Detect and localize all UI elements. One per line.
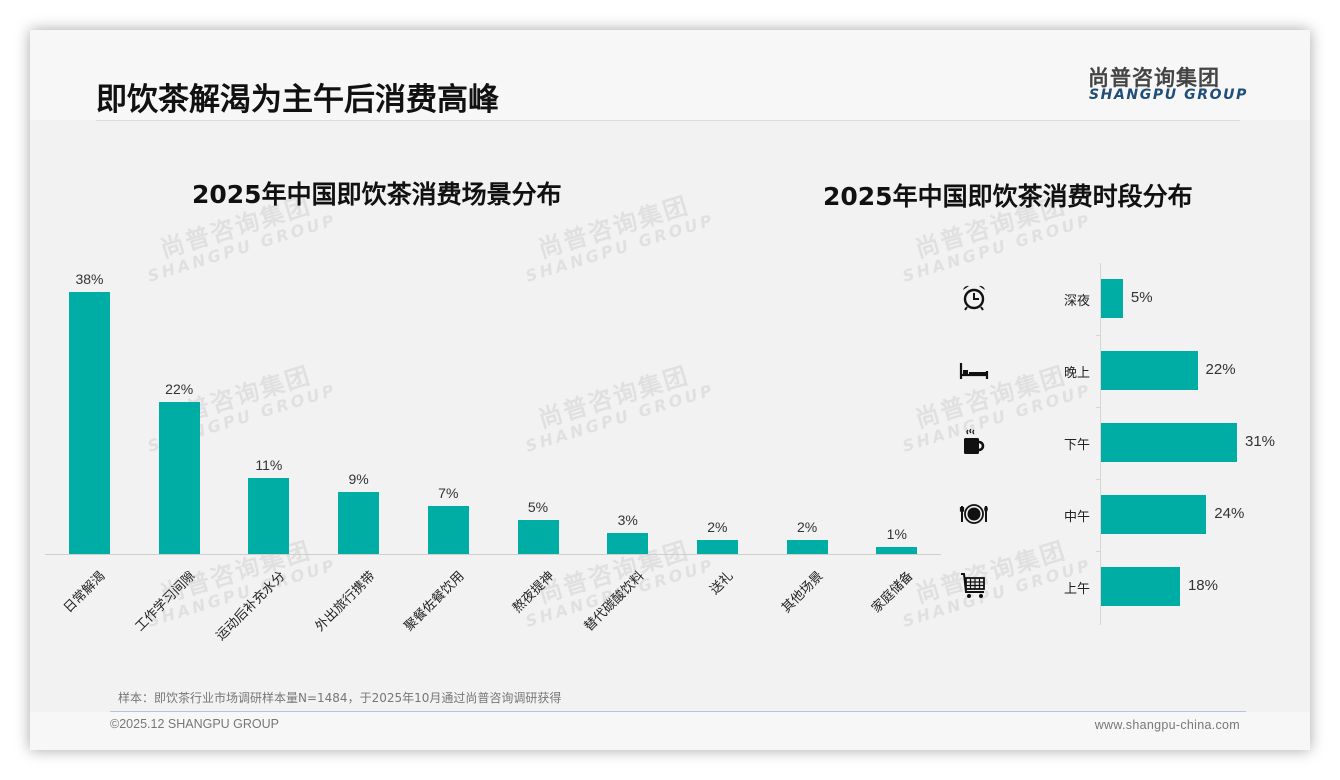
- bar: [1101, 567, 1180, 606]
- copyright: ©2025.12 SHANGPU GROUP: [110, 717, 279, 731]
- alarm-clock-icon: [958, 282, 990, 314]
- bar: [786, 540, 828, 554]
- bar-value-label: 1%: [886, 526, 907, 543]
- bar: [427, 505, 469, 554]
- footer-divider: [110, 711, 1246, 712]
- page-title: 即饮茶解渴为主午后消费高峰: [96, 82, 499, 118]
- bar: [338, 491, 380, 554]
- x-category-label: 熬夜提神: [510, 568, 558, 617]
- bed-icon: [958, 354, 990, 386]
- x-category-label: 送礼: [707, 568, 737, 598]
- x-category-label: 运动后补充水分: [213, 568, 289, 644]
- slide: 尚普咨询集团 SHANGPU GROUP 尚普咨询集团 SHANGPU GROUP 尚普…: [30, 30, 1310, 750]
- header-divider: [96, 120, 1240, 121]
- bar-value-label: 5%: [1130, 289, 1153, 306]
- x-category-label: 日常解渴: [61, 568, 109, 617]
- x-axis-baseline: [45, 554, 941, 555]
- bar: [607, 533, 649, 554]
- scenario-bar-chart: 38% 22% 11% 9% 7% 5% 3% 2% 2% 1%: [45, 170, 941, 555]
- x-category-label: 替代碳酸饮料: [581, 568, 648, 635]
- y-axis-tick: [1096, 407, 1101, 408]
- x-category-label: 家庭储备: [868, 568, 917, 617]
- bar-value-label: 22%: [165, 381, 194, 398]
- x-category-label: 其他场景: [779, 568, 827, 617]
- bar: [1101, 423, 1237, 462]
- bar-value-label: 24%: [1214, 505, 1245, 522]
- bar-value-label: 11%: [255, 457, 283, 474]
- header-band: [30, 30, 1310, 120]
- bar: [517, 519, 559, 554]
- bar-value-label: 7%: [438, 484, 459, 501]
- right-chart-title: 2025年中国即饮茶消费时段分布: [823, 182, 1193, 211]
- y-category-label: 上午: [1063, 582, 1090, 597]
- y-category-label: 晚上: [1063, 366, 1090, 381]
- plate-cutlery-icon: [958, 498, 990, 530]
- y-category-label: 中午: [1063, 510, 1090, 525]
- y-axis-tick: [1096, 335, 1101, 336]
- sample-note: 样本：即饮茶行业市场调研样本量N=1484，于2025年10月通过尚普咨询调研获…: [118, 691, 562, 705]
- bar: [1101, 495, 1207, 534]
- y-axis-tick: [1096, 479, 1101, 480]
- bar-value-label: 2%: [796, 519, 818, 536]
- shopping-cart-icon: [958, 570, 990, 602]
- bar: [1101, 279, 1123, 318]
- logo-english: SHANGPU GROUP: [1089, 87, 1248, 103]
- bar-value-label: 38%: [75, 271, 104, 287]
- x-category-label: 聚餐佐餐饮用: [401, 568, 468, 635]
- y-axis-tick: [1096, 551, 1101, 552]
- left-chart-title: 2025年中国即饮茶消费场景分布: [192, 180, 562, 209]
- bar-value-label: 22%: [1205, 361, 1236, 378]
- footer-band: [30, 712, 1310, 750]
- bar-value-label: 9%: [348, 470, 369, 487]
- bar-value-label: 18%: [1187, 577, 1218, 594]
- bar: [69, 292, 110, 554]
- bar-value-label: 2%: [707, 519, 728, 536]
- bar: [158, 402, 200, 554]
- x-category-label: 外出旅行携带: [312, 568, 379, 635]
- bar-value-label: 5%: [527, 498, 549, 515]
- y-axis-line: [1100, 263, 1101, 625]
- logo-chinese: 尚普咨询集团: [1088, 66, 1220, 90]
- bar: [696, 540, 738, 554]
- y-category-label: 下午: [1063, 438, 1090, 453]
- x-category-label: 工作学习间隙: [132, 568, 199, 635]
- website-link[interactable]: www.shangpu-china.com: [1094, 718, 1240, 732]
- coffee-mug-icon: [958, 426, 990, 458]
- bar-value-label: 3%: [617, 512, 638, 529]
- bar-value-label: 31%: [1245, 433, 1276, 450]
- bar: [248, 478, 290, 554]
- bar: [1101, 351, 1198, 390]
- y-category-label: 深夜: [1063, 294, 1090, 309]
- bar: [876, 547, 918, 554]
